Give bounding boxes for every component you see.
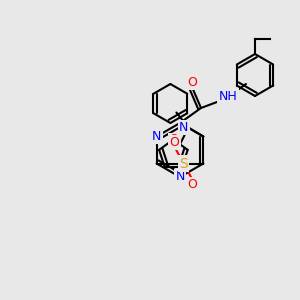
Text: O: O — [170, 136, 180, 149]
Text: N: N — [179, 121, 189, 134]
Text: O: O — [187, 76, 197, 89]
Text: N: N — [175, 170, 185, 184]
Text: O: O — [188, 178, 198, 191]
Text: S: S — [179, 157, 188, 170]
Text: NH: NH — [219, 89, 237, 103]
Text: O: O — [169, 134, 178, 145]
Text: N: N — [152, 130, 161, 143]
